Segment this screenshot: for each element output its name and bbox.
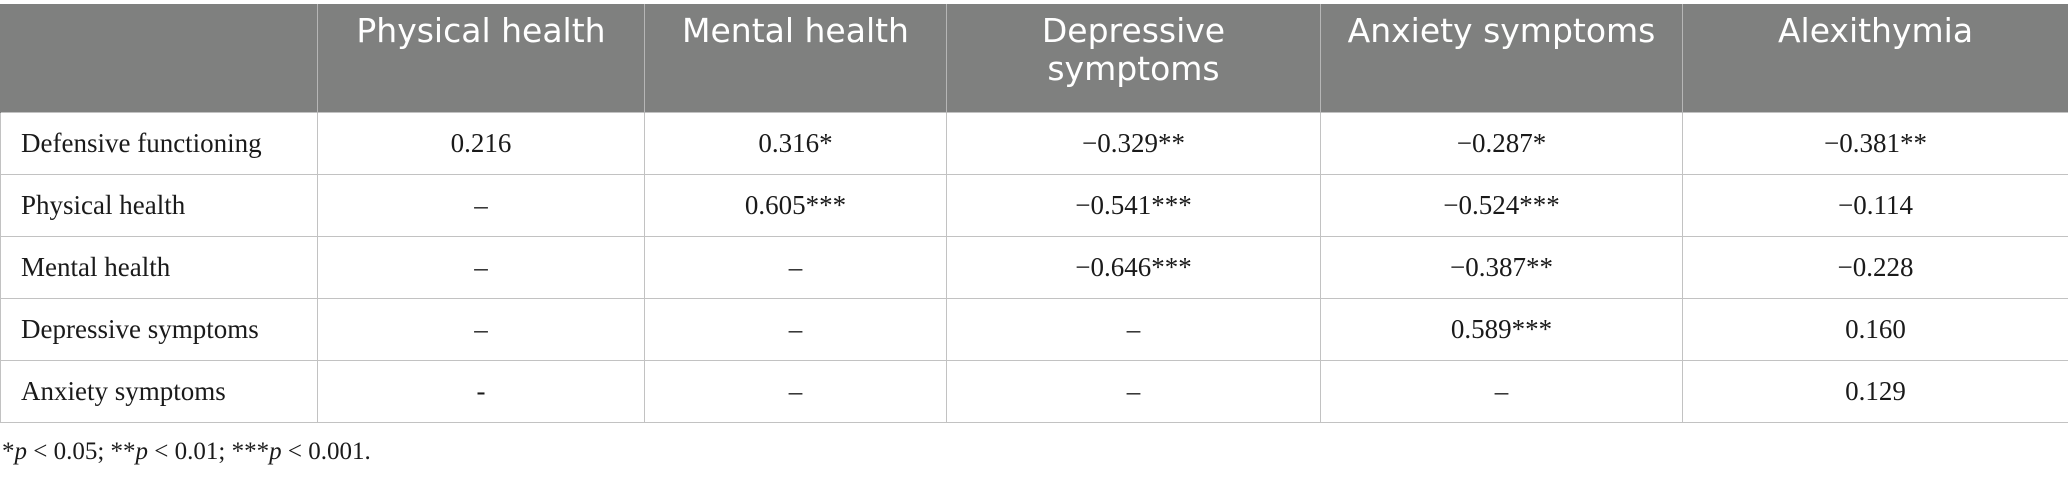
table-header: Physical health Mental health Depressive…: [0, 4, 2068, 112]
table-row: Defensive functioning 0.216 0.316* −0.32…: [0, 111, 2068, 175]
table-cell: 0.589***: [1320, 297, 1683, 361]
table-cell: −0.329**: [946, 111, 1321, 175]
table-cell: −0.381**: [1682, 111, 2068, 175]
table-cell: −0.646***: [946, 235, 1321, 299]
row-label: Physical health: [0, 173, 318, 237]
footnote-part: *: [2, 438, 15, 465]
table-row: Depressive symptoms – – – 0.589*** 0.160: [0, 297, 2068, 361]
footnote-part: < 0.01; ***: [148, 438, 270, 465]
correlation-table: Physical health Mental health Depressive…: [0, 4, 2068, 423]
table-cell: –: [946, 359, 1321, 423]
table-row: Mental health – – −0.646*** −0.387** −0.…: [0, 235, 2068, 299]
footnote-part: < 0.05; **: [27, 438, 136, 465]
table-cell: −0.287*: [1320, 111, 1683, 175]
row-label: Defensive functioning: [0, 111, 318, 175]
table-cell: −0.524***: [1320, 173, 1683, 237]
table-cell: -: [317, 359, 645, 423]
table-cell: −0.387**: [1320, 235, 1683, 299]
header-cell-mental-health: Mental health: [644, 4, 947, 112]
table-cell: –: [946, 297, 1321, 361]
table-cell: −0.541***: [946, 173, 1321, 237]
table-cell: –: [644, 297, 947, 361]
table-cell: 0.605***: [644, 173, 947, 237]
header-cell-anxiety-symptoms: Anxiety symptoms: [1320, 4, 1683, 112]
header-row: Physical health Mental health Depressive…: [0, 4, 2068, 112]
table-cell: –: [644, 359, 947, 423]
table-cell: −0.114: [1682, 173, 2068, 237]
table-cell: –: [317, 235, 645, 299]
table-cell: –: [1320, 359, 1683, 423]
table-row: Physical health – 0.605*** −0.541*** −0.…: [0, 173, 2068, 237]
footnote-part: p: [269, 438, 282, 465]
header-cell-alexithymia: Alexithymia: [1682, 4, 2068, 112]
table-cell: –: [644, 235, 947, 299]
header-cell-physical-health: Physical health: [317, 4, 645, 112]
row-label: Depressive symptoms: [0, 297, 318, 361]
table-cell: −0.228: [1682, 235, 2068, 299]
header-cell-depressive-symptoms: Depressive symptoms: [946, 4, 1321, 112]
table-cell: 0.129: [1682, 359, 2068, 423]
significance-footnote: *p < 0.05; **p < 0.01; ***p < 0.001.: [2, 438, 371, 466]
table-cell: –: [317, 173, 645, 237]
footnote-part: p: [14, 438, 28, 465]
header-cell-blank: [0, 4, 318, 112]
row-label: Anxiety symptoms: [0, 359, 318, 423]
row-label: Mental health: [0, 235, 318, 299]
table-cell: 0.160: [1682, 297, 2068, 361]
table-cell: 0.316*: [644, 111, 947, 175]
table-cell: –: [317, 297, 645, 361]
table-body: Defensive functioning 0.216 0.316* −0.32…: [0, 111, 2068, 423]
table-row: Anxiety symptoms - – – – 0.129: [0, 359, 2068, 423]
table-cell: 0.216: [317, 111, 645, 175]
footnote-part: < 0.001.: [281, 438, 371, 465]
footnote-part: p: [135, 438, 149, 465]
